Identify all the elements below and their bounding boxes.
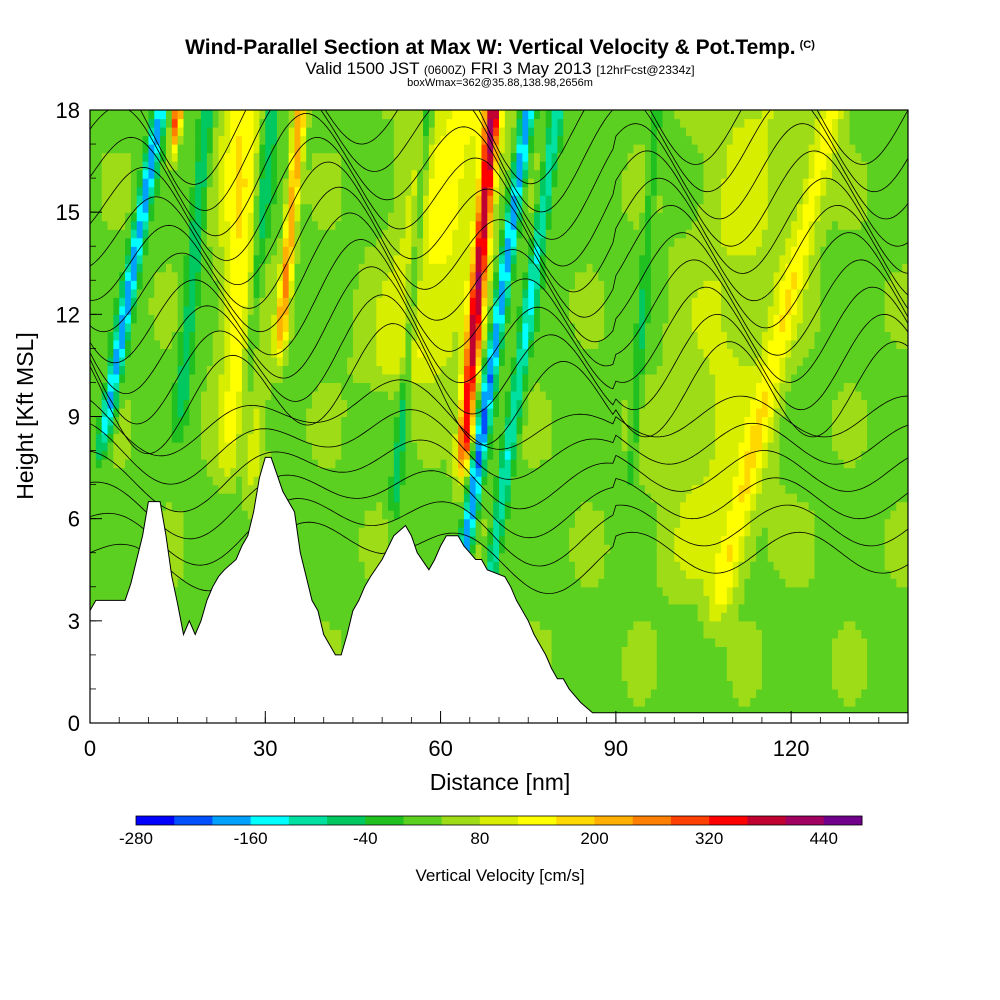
chart-title-text: Wind-Parallel Section at Max W: Vertical…: [185, 36, 796, 59]
valid-utc: (0600Z): [423, 63, 466, 77]
colorbar-swatch-13: [632, 816, 672, 825]
chart-subtitle: Valid 1500 JST (0600Z) FRI 3 May 2013 [1…: [0, 59, 1000, 79]
box-info: boxWmax=362@35.88,138.98,2656m: [407, 77, 593, 89]
colorbar-swatch-17: [785, 816, 825, 825]
axes: 0 30 60 90 120 0 3 6 9 12 15 18: [56, 98, 909, 761]
y-axis-label: Height [Kft MSL]: [12, 332, 38, 499]
colorbar-tick-label-6: 440: [810, 829, 838, 848]
x-tick-label-3: 90: [604, 736, 628, 761]
x-tick-label-4: 120: [773, 736, 810, 761]
colorbar-swatch-6: [365, 816, 404, 825]
colorbar-swatch-15: [709, 816, 748, 825]
chart-title: Wind-Parallel Section at Max W: Vertical…: [0, 36, 1000, 60]
y-tick-label-6: 18: [56, 98, 80, 123]
x-tick-label-0: 0: [84, 736, 96, 761]
x-axis-label: Distance [nm]: [430, 769, 571, 795]
terrain: [89, 456, 909, 724]
colorbar-tick-label-0: -280: [119, 829, 153, 848]
colorbar-swatch-16: [747, 816, 786, 825]
colorbar-swatch-11: [556, 816, 595, 825]
y-tick-label-4: 12: [56, 302, 80, 327]
colorbar-tick-label-3: 80: [470, 829, 489, 848]
valid-time: Valid 1500 JST: [305, 59, 420, 78]
colorbar-tick-label-2: -40: [353, 829, 378, 848]
colorbar-swatch-1: [174, 816, 213, 825]
forecast-info: [12hrFcst@2334z]: [596, 63, 695, 77]
colorbar-swatch-12: [594, 816, 634, 825]
colorbar-swatch-14: [670, 816, 710, 825]
x-tick-label-1: 30: [253, 736, 277, 761]
theta-contours: [90, 110, 908, 595]
colorbar: -280 -160 -40 80 200 320 440: [119, 815, 863, 848]
y-tick-label-0: 0: [68, 711, 80, 736]
colorbar-swatch-18: [823, 816, 863, 825]
colorbar-swatch-9: [479, 816, 519, 825]
y-tick-label-2: 6: [68, 507, 80, 532]
colorbar-swatch-4: [288, 816, 328, 825]
colorbar-swatch-0: [136, 816, 175, 825]
colorbar-tick-label-1: -160: [234, 829, 268, 848]
colorbar-swatch-2: [212, 816, 252, 825]
colorbar-swatch-10: [518, 816, 557, 825]
x-tick-label-2: 60: [428, 736, 452, 761]
y-tick-label-3: 9: [68, 405, 80, 430]
colorbar-swatch-7: [403, 816, 443, 825]
colorbar-swatch-3: [250, 816, 290, 825]
valid-date: FRI 3 May 2013: [470, 59, 592, 78]
colorbar-tick-label-4: 200: [580, 829, 608, 848]
copyright-mark: (C): [799, 39, 815, 51]
colorbar-swatch-5: [327, 816, 366, 825]
colorbar-tick-label-5: 320: [695, 829, 723, 848]
colorbar-swatch-8: [441, 816, 481, 825]
y-tick-label-5: 15: [56, 200, 80, 225]
colorbar-label: Vertical Velocity [cm/s]: [415, 866, 584, 885]
y-tick-label-1: 3: [68, 609, 80, 634]
